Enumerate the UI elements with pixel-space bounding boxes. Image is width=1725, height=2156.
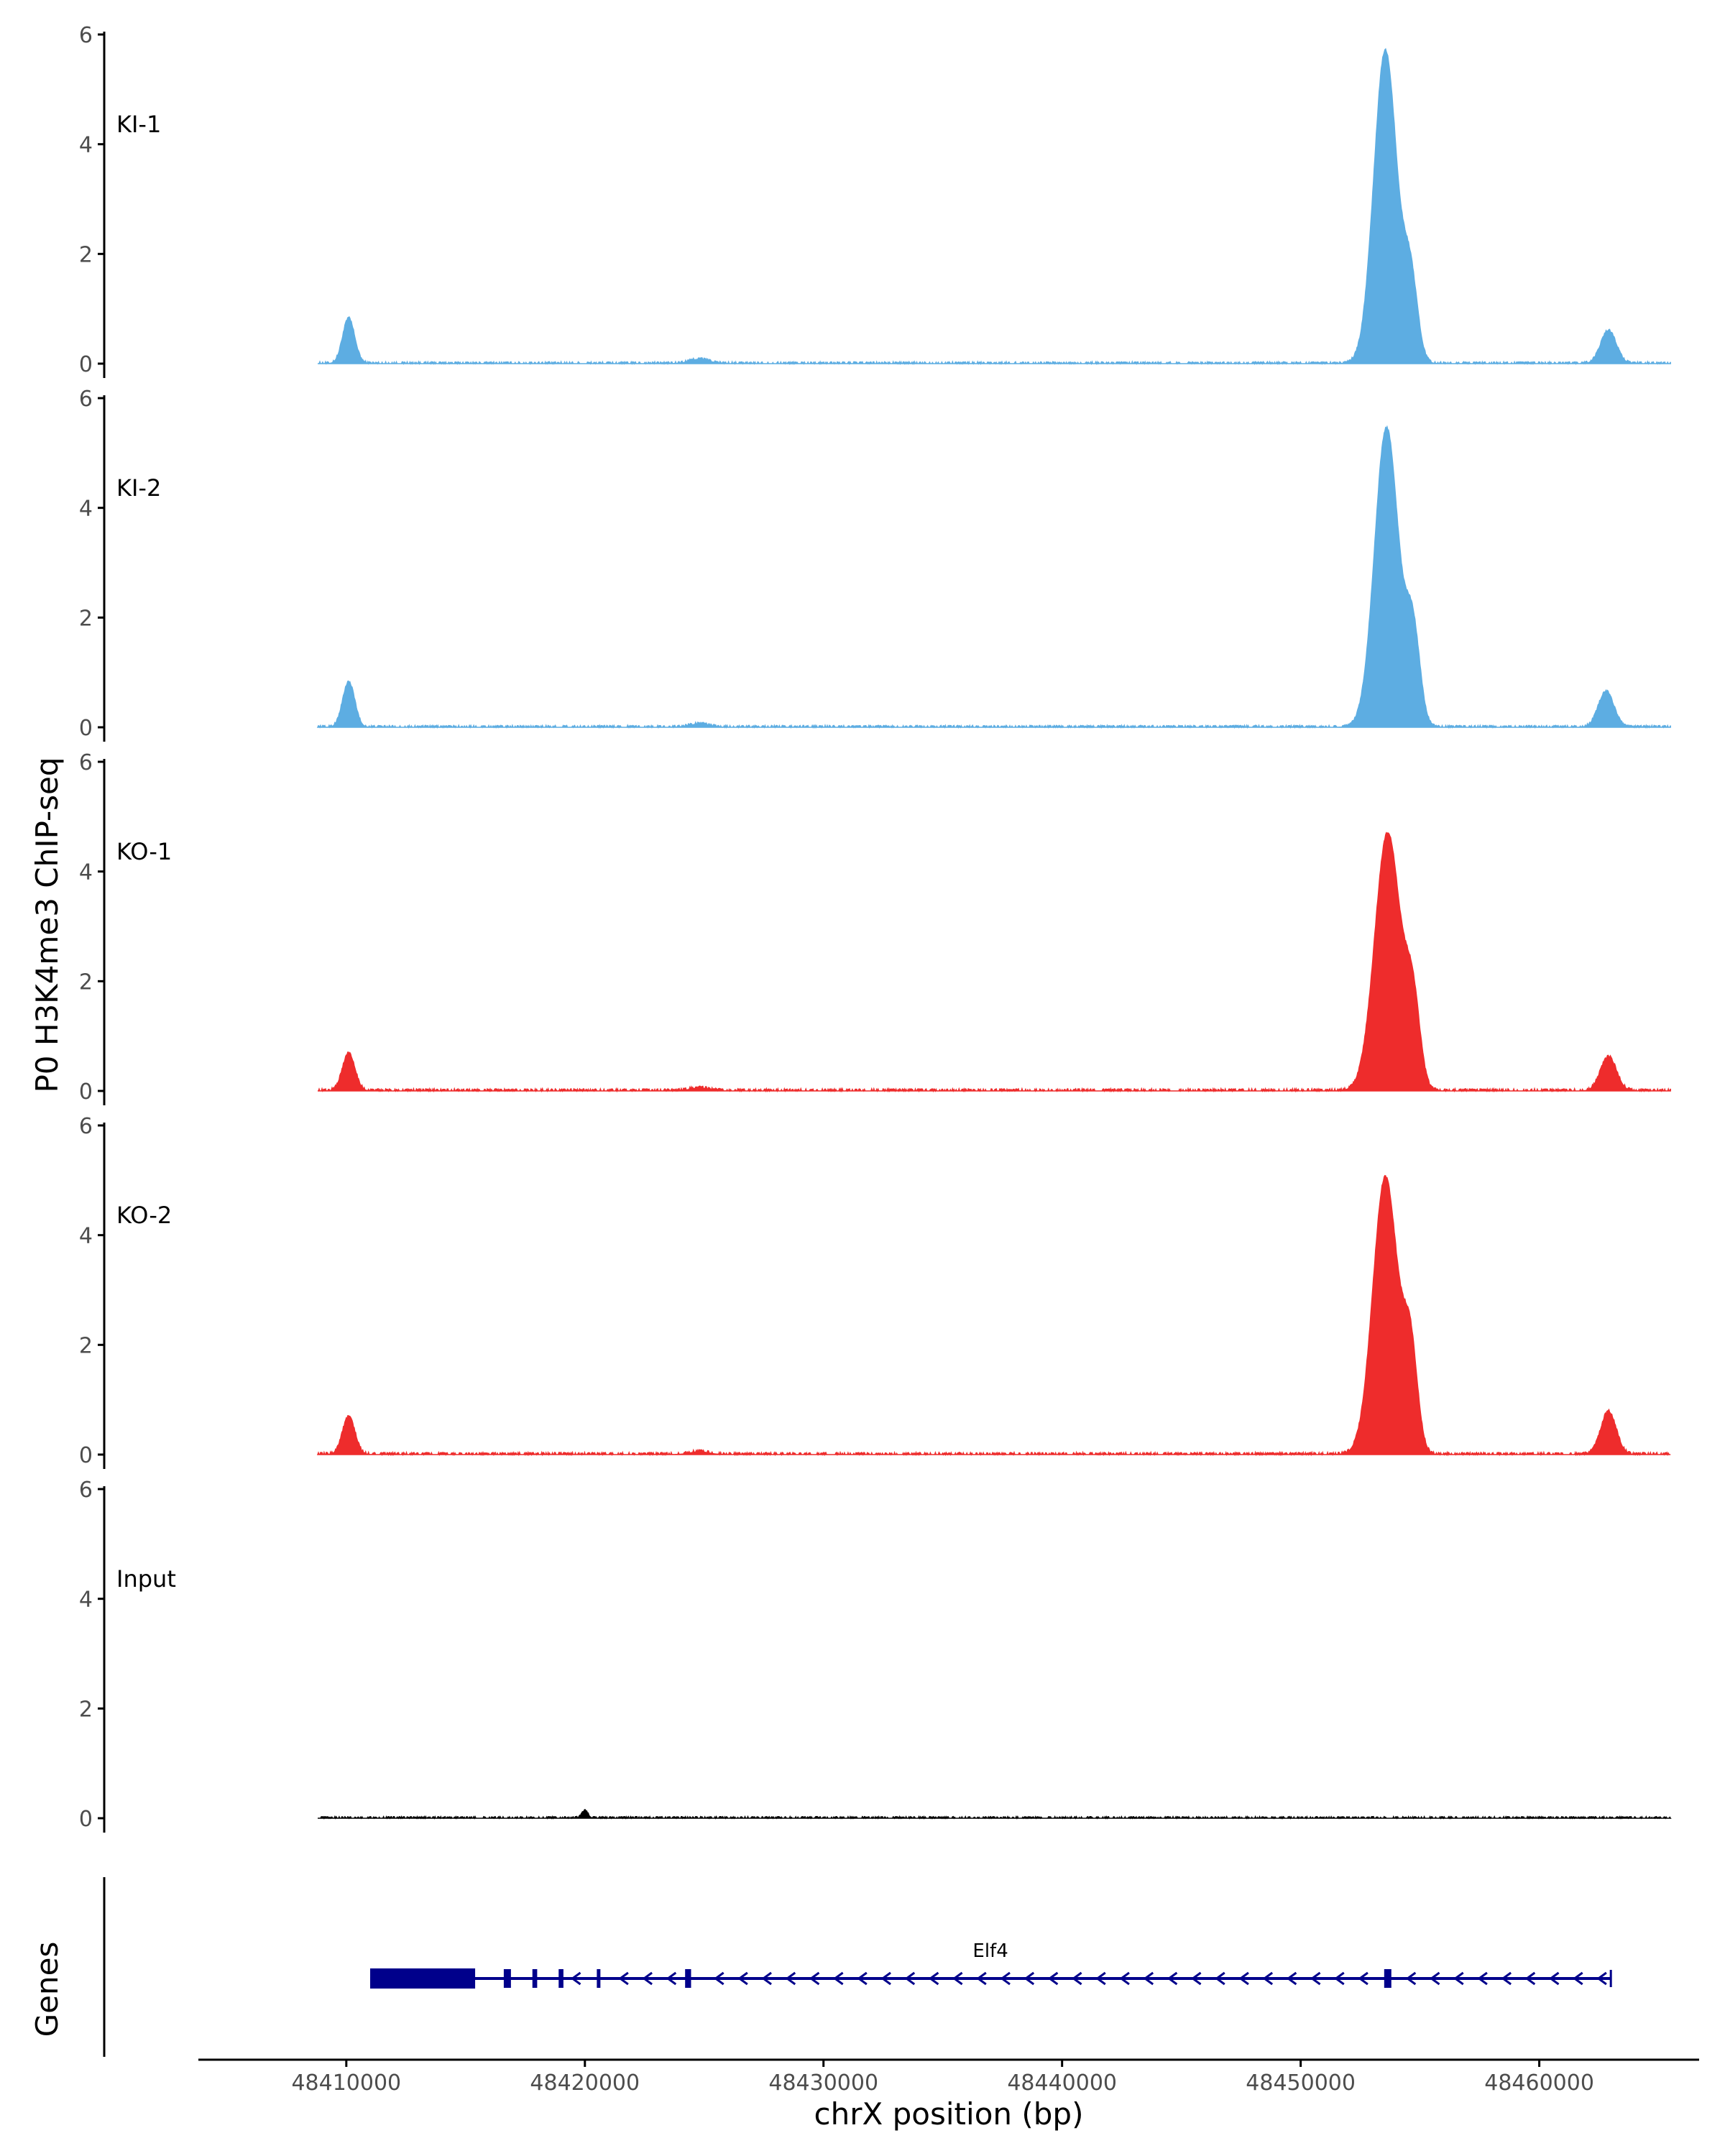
strand-arrow xyxy=(809,1971,820,1986)
signal-area xyxy=(316,425,1671,729)
y-tick-label: 6 xyxy=(79,1478,93,1503)
strand-arrow xyxy=(1548,1971,1560,1986)
signal-area xyxy=(318,1809,1672,1820)
signal-tracks: 0 2 4 6 KI-1 0 2 4 6 KI-2 0 2 4 6 KO-1 0 2 4 6 KO-2 0 2 4 6 Inpu… xyxy=(79,23,1672,1833)
strand-arrow xyxy=(1286,1971,1297,1986)
y-tick-label: 6 xyxy=(79,750,93,775)
gene-exon xyxy=(685,1969,691,1988)
strand-arrow xyxy=(1310,1971,1321,1986)
track-ko-1: 0 2 4 6 KO-1 xyxy=(79,750,1671,1105)
x-axis: 48410000 48420000 48430000 48440000 48450000… xyxy=(198,2058,1699,2096)
strand-arrow xyxy=(618,1971,629,1986)
strand-arrow xyxy=(1334,1971,1345,1986)
strand-arrow xyxy=(1358,1971,1368,1986)
signal-area xyxy=(318,47,1671,366)
track-label: KI-2 xyxy=(116,474,161,502)
gene-exon xyxy=(503,1969,511,1988)
x-tick-label: 48450000 xyxy=(1246,2070,1356,2096)
y-tick-label: 4 xyxy=(79,1588,93,1613)
strand-arrow xyxy=(1429,1971,1440,1986)
strand-arrow xyxy=(928,1971,939,1986)
strand-arrow xyxy=(642,1971,653,1986)
strand-arrow xyxy=(1167,1971,1178,1986)
strand-arrow xyxy=(1215,1971,1225,1986)
y-tick-label: 0 xyxy=(79,716,93,741)
signal-area xyxy=(318,831,1671,1093)
strand-arrow xyxy=(737,1971,748,1986)
strand-arrow xyxy=(714,1971,724,1986)
strand-arrow xyxy=(904,1971,916,1986)
strand-arrow xyxy=(1477,1971,1488,1986)
y-tick-label: 4 xyxy=(79,1224,93,1249)
strand-arrow xyxy=(1143,1971,1154,1986)
strand-arrow xyxy=(1405,1971,1417,1986)
y-tick-label: 0 xyxy=(79,1443,93,1468)
strand-arrow xyxy=(1095,1971,1106,1986)
strand-arrow xyxy=(1072,1971,1082,1986)
strand-arrow xyxy=(1024,1971,1035,1986)
gene-exon xyxy=(1384,1969,1392,1988)
track-label: KI-1 xyxy=(116,111,161,138)
y-tick-label: 0 xyxy=(79,1807,93,1832)
strand-arrow xyxy=(666,1971,677,1986)
track-input: 0 2 4 6 Input xyxy=(79,1478,1672,1833)
strand-arrow xyxy=(1501,1971,1512,1986)
gene-name-label: Elf4 xyxy=(972,1940,1008,1962)
x-tick-label: 48420000 xyxy=(530,2070,640,2096)
y-tick-label: 2 xyxy=(79,242,93,267)
x-tick-label: 48410000 xyxy=(291,2070,401,2096)
y-tick-label: 2 xyxy=(79,606,93,631)
strand-arrow xyxy=(976,1971,987,1986)
x-tick-label: 48440000 xyxy=(1007,2070,1117,2096)
x-axis-title: chrX position (bp) xyxy=(814,2096,1084,2132)
x-tick-label: 48430000 xyxy=(768,2070,878,2096)
strand-arrow xyxy=(1524,1971,1536,1986)
y-tick-label: 4 xyxy=(79,133,93,158)
strand-arrow xyxy=(1119,1971,1130,1986)
y-tick-label: 0 xyxy=(79,352,93,377)
y-tick-label: 0 xyxy=(79,1079,93,1105)
strand-arrow xyxy=(1453,1971,1464,1986)
y-tick-label: 6 xyxy=(79,387,93,412)
gene-panel: Elf4 xyxy=(103,1877,1612,2057)
gene-exon xyxy=(558,1969,564,1988)
strand-arrow xyxy=(1238,1971,1249,1986)
track-ki-2: 0 2 4 6 KI-2 xyxy=(79,387,1671,742)
y-tick-label: 2 xyxy=(79,1697,93,1722)
gene-exon xyxy=(370,1968,476,1989)
y-tick-label: 6 xyxy=(79,1114,93,1139)
y-tick-label: 4 xyxy=(79,497,93,522)
strand-arrow xyxy=(1047,1971,1059,1986)
track-label: Input xyxy=(116,1565,176,1593)
strand-arrow xyxy=(570,1971,581,1986)
y-tick-label: 2 xyxy=(79,969,93,995)
track-label: KO-1 xyxy=(116,838,172,865)
y-tick-label: 4 xyxy=(79,860,93,885)
y-tick-label: 2 xyxy=(79,1333,93,1358)
gene-exon xyxy=(532,1969,538,1988)
x-tick-label: 48460000 xyxy=(1484,2070,1594,2096)
strand-arrow xyxy=(833,1971,844,1986)
y-axis-title: P0 H3K4me3 ChIP-seq xyxy=(29,757,65,1092)
strand-arrow xyxy=(1596,1971,1607,1986)
track-ki-1: 0 2 4 6 KI-1 xyxy=(79,23,1671,378)
strand-arrow xyxy=(761,1971,772,1986)
strand-arrow xyxy=(1000,1971,1011,1986)
track-label: KO-2 xyxy=(116,1202,172,1229)
gene-exon xyxy=(597,1969,601,1988)
signal-area xyxy=(316,1174,1671,1457)
strand-arrow xyxy=(952,1971,963,1986)
strand-arrow xyxy=(880,1971,891,1986)
y-tick-label: 6 xyxy=(79,23,93,48)
strand-arrow xyxy=(1573,1971,1583,1986)
strand-arrow xyxy=(785,1971,796,1986)
gene-panel-title: Genes xyxy=(29,1942,65,2037)
strand-arrow xyxy=(1262,1971,1274,1986)
strand-arrow xyxy=(1191,1971,1202,1986)
track-ko-2: 0 2 4 6 KO-2 xyxy=(79,1114,1671,1469)
strand-arrow xyxy=(857,1971,868,1986)
